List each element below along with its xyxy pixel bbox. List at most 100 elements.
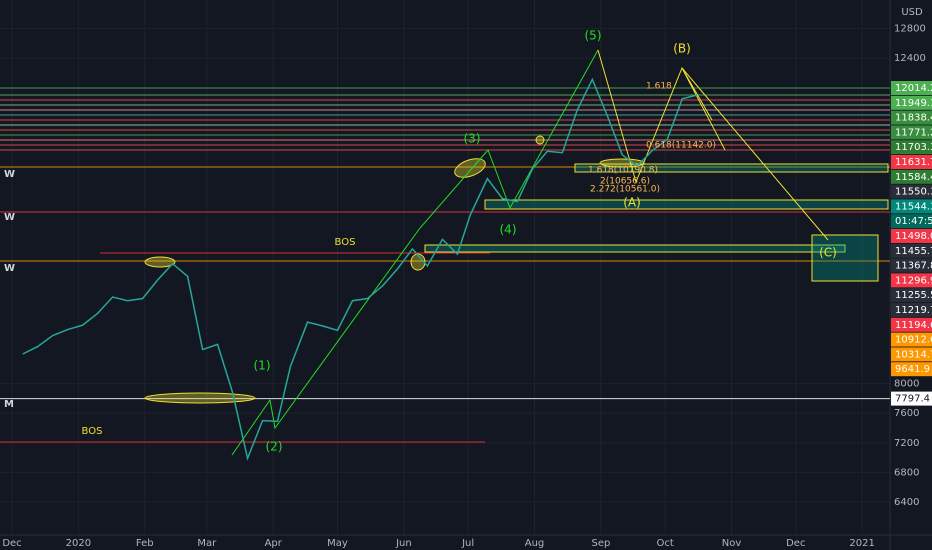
price-tag-label: 11255.5 xyxy=(895,290,932,301)
price-tag xyxy=(891,125,932,140)
highlight-ellipse xyxy=(454,158,486,178)
price-tag-label: 11550.3 xyxy=(895,187,932,198)
x-tick-label: Mar xyxy=(197,538,217,549)
x-tick-label: 2020 xyxy=(66,538,91,549)
price-tag xyxy=(891,95,932,110)
fib-label: 1.618(10790.8) xyxy=(588,166,658,176)
y-tick-label: 6800 xyxy=(894,467,919,478)
fib-label: 2.272(10561.0) xyxy=(590,185,660,195)
highlight-ellipse xyxy=(410,253,426,271)
fib-label: 1.618 xyxy=(646,82,672,92)
wave-label: (3) xyxy=(464,132,481,146)
price-tag-label: 11498.0 xyxy=(895,231,932,242)
price-line xyxy=(22,77,698,461)
price-tag xyxy=(891,258,932,273)
wave-line xyxy=(597,49,829,241)
x-tick-label: May xyxy=(327,538,348,549)
price-tag xyxy=(891,288,932,303)
level-tag: W xyxy=(4,212,15,223)
price-tag-label: 10912.6 xyxy=(895,335,932,346)
zone-box xyxy=(574,163,889,173)
wave-label: (A) xyxy=(623,196,641,210)
x-tick-label: Jul xyxy=(461,538,474,549)
price-tag-label: 11703.3 xyxy=(895,142,932,153)
zone-box xyxy=(424,244,846,253)
x-tick-label: Dec xyxy=(786,538,805,549)
price-tag xyxy=(891,243,932,258)
price-tag xyxy=(891,140,932,155)
highlight-ellipse xyxy=(144,256,176,268)
x-tick-label: Jun xyxy=(395,538,412,549)
price-tag-label: 11771.2 xyxy=(895,127,932,138)
last-price-label: 7797.4 xyxy=(895,394,930,405)
currency: USD xyxy=(901,7,923,18)
price-tag xyxy=(891,169,932,184)
price-tag xyxy=(891,81,932,95)
price-tag-label: 11194.6 xyxy=(895,320,932,331)
x-tick-label: Oct xyxy=(656,538,673,549)
wave-label: (2) xyxy=(266,440,283,454)
price-tag-label: 11455.7 xyxy=(895,246,932,257)
y-tick-label: 8000 xyxy=(894,379,919,390)
level-tag: W xyxy=(4,169,15,180)
price-tag-label: 11219.7 xyxy=(895,305,932,316)
price-tag-label: 12014.2 xyxy=(895,83,932,94)
x-tick-label: Nov xyxy=(722,538,742,549)
last-price-tag xyxy=(891,391,932,406)
wave-line xyxy=(681,67,713,121)
y-tick-label: 12800 xyxy=(894,23,926,34)
price-tag xyxy=(891,303,932,317)
x-tick-label: 2021 xyxy=(849,538,874,549)
y-tick-label: 7600 xyxy=(894,408,919,419)
bos-label: BOS xyxy=(82,426,103,437)
x-tick-label: Feb xyxy=(136,538,154,549)
target-box xyxy=(811,234,879,282)
wave-line xyxy=(681,67,726,151)
price-tag xyxy=(891,332,932,347)
wave-label: (C) xyxy=(819,246,837,260)
wave-label: (B) xyxy=(673,42,691,56)
price-tag xyxy=(891,273,932,288)
price-tag-label: 11367.8 xyxy=(895,261,932,272)
highlight-ellipse xyxy=(535,135,545,145)
wave-label: (5) xyxy=(585,29,602,43)
price-tag-label: 11544.3 xyxy=(895,201,932,212)
price-tag-label: 11631.7 xyxy=(895,157,932,168)
fib-label: 0.618(11142.0) xyxy=(646,141,716,151)
zone-box xyxy=(484,199,889,210)
x-tick-label: Sep xyxy=(591,538,610,549)
y-tick-label: 6400 xyxy=(894,497,919,508)
y-tick-label: 7200 xyxy=(894,438,919,449)
wave-label: (4) xyxy=(500,223,517,237)
fib-label: 2(10656.6) xyxy=(600,177,650,187)
price-tag xyxy=(891,317,932,332)
price-tag xyxy=(891,347,932,362)
price-tag-label: 11296.9 xyxy=(895,275,932,286)
x-tick-label: Aug xyxy=(525,538,545,549)
price-tag xyxy=(891,214,932,229)
price-tag xyxy=(891,184,932,199)
wave-line xyxy=(231,49,599,456)
price-tag-label: 11838.4 xyxy=(895,113,932,124)
bos-label: BOS xyxy=(335,237,356,248)
wave-label: (1) xyxy=(254,359,271,373)
level-tag: M xyxy=(4,399,14,410)
highlight-ellipse xyxy=(144,392,256,404)
price-tag-label: 9641.9 xyxy=(895,364,930,375)
x-tick-label: Apr xyxy=(265,538,283,549)
price-tag xyxy=(891,229,932,243)
price-tag-label: 01:47:53 xyxy=(895,216,932,227)
y-tick-label: 12400 xyxy=(894,53,926,64)
price-tag xyxy=(891,110,932,125)
price-tag xyxy=(891,362,932,377)
price-tag-label: 11584.4 xyxy=(895,172,932,183)
price-tag-label: 11949.1 xyxy=(895,98,932,109)
price-tag xyxy=(891,199,932,214)
price-tag xyxy=(891,155,932,169)
x-tick-label: Dec xyxy=(2,538,21,549)
price-tag-label: 10314.7 xyxy=(895,349,932,360)
level-tag: W xyxy=(4,263,15,274)
